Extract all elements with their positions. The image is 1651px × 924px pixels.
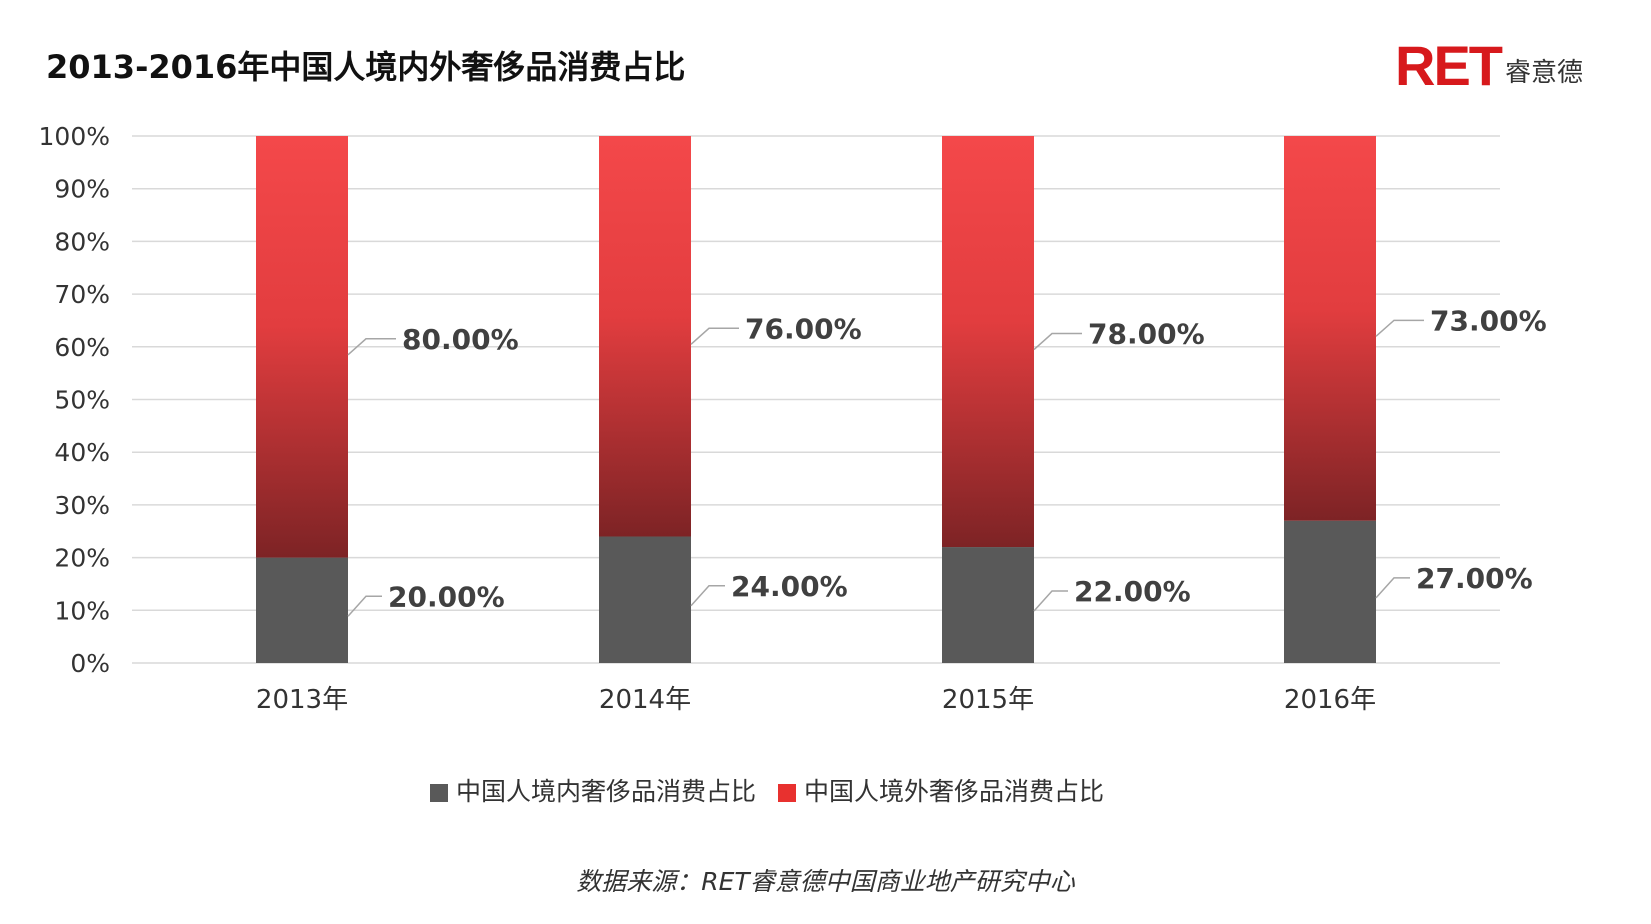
data-label-overseas: 76.00% [745,312,862,345]
x-tick-label: 2015年 [942,685,1034,715]
leader-line [1375,319,1424,337]
y-tick-label: 50% [54,386,110,415]
y-tick-label: 10% [54,596,110,625]
y-axis-ticks: 0% 10% 20% 30% 40% 50% 60% 70% 80% 90% 100% [39,122,110,678]
y-tick-label: 0% [70,649,110,678]
x-tick-label: 2014年 [599,685,691,715]
bar-domestic [942,547,1034,663]
bar-overseas [1284,136,1376,521]
y-tick-label: 30% [54,491,110,520]
chart-title: 2013-2016年中国人境内外奢侈品消费占比 [46,48,686,86]
y-tick-label: 80% [54,227,110,256]
bar-overseas [256,136,348,558]
bar-domestic [256,557,348,663]
x-tick-label: 2013年 [256,685,348,715]
bar-domestic [599,536,691,663]
data-label-overseas: 78.00% [1088,318,1205,351]
data-label-domestic: 20.00% [388,580,505,613]
gridlines [132,135,1500,664]
data-label-domestic: 24.00% [731,570,848,603]
data-label-overseas: 73.00% [1430,304,1547,337]
legend-item-overseas: 中国人境外奢侈品消费占比 [777,772,1104,808]
leader-line [347,338,396,356]
logo-mark: RET [1395,34,1503,97]
data-source-note: 数据来源：RET睿意德中国商业地产研究中心 [576,867,1075,896]
legend-label-domestic: 中国人境内奢侈品消费占比 [456,777,757,806]
ret-logo: RET 睿意德 [1395,36,1583,96]
bars [256,136,1376,663]
bar-overseas [599,136,691,537]
leader-line [1033,590,1068,612]
y-tick-label: 20% [54,544,110,573]
leader-line [347,595,382,617]
y-tick-label: 60% [54,333,110,362]
y-tick-label: 40% [54,438,110,467]
x-axis-ticks: 2013年 2014年 2015年 2016年 [256,685,1376,715]
y-tick-label: 90% [54,175,110,204]
legend-swatch-domestic [430,784,448,802]
bar-overseas [942,136,1034,548]
x-tick-label: 2016年 [1284,685,1376,715]
bar-domestic [1284,520,1376,663]
legend-swatch-overseas [777,784,796,802]
leader-line [690,585,725,607]
legend-item-domestic: 中国人境内奢侈品消费占比 [430,772,756,808]
legend-label-overseas: 中国人境外奢侈品消费占比 [803,777,1104,806]
legend: 中国人境内奢侈品消费占比 中国人境外奢侈品消费占比 [430,772,1118,808]
y-tick-label: 70% [54,280,110,309]
data-labels: 80.00% 20.00% 76.00% 24.00% 78.00% 22.00% 73.0… [347,304,1547,617]
y-tick-label: 100% [39,122,110,151]
data-label-domestic: 27.00% [1416,562,1533,595]
leader-line [1033,332,1082,351]
leader-line [690,327,739,345]
data-label-overseas: 80.00% [402,323,519,356]
data-label-domestic: 22.00% [1074,575,1191,608]
leader-line [1375,577,1410,599]
logo-chinese-name: 睿意德 [1505,58,1584,88]
